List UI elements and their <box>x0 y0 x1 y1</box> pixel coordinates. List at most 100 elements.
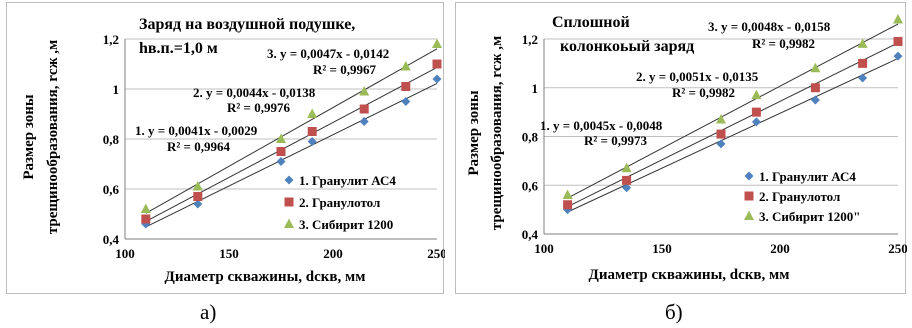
data-point-a-2 <box>432 59 442 69</box>
data-point-b-2 <box>751 107 761 117</box>
y-tick-label-a: 0,6 <box>103 182 120 197</box>
data-point-b-3 <box>810 62 821 73</box>
x-tick-label-b: 150 <box>652 241 672 256</box>
data-point-a-2 <box>307 127 317 136</box>
legend-marker-a-3 <box>284 218 294 228</box>
equation-a-1: 1. y = 0,0041x - 0,0029 <box>135 123 258 138</box>
chart-panel-a: 0,4 0,6 0,8 1 1,2 100 150 200 250 1. y = 0,0041x … <box>6 2 445 294</box>
data-point-a-2 <box>141 214 151 224</box>
chart-title-a: Заряд на воздушной подушке, <box>139 16 355 33</box>
data-point-b-3 <box>562 189 573 199</box>
r2-label-a-2: R² = 0,9976 <box>227 100 290 115</box>
data-point-a-1 <box>359 117 369 126</box>
data-point-b-2 <box>810 83 820 93</box>
data-point-a-2 <box>359 104 369 114</box>
y-tick-label-a: 0,4 <box>103 232 120 247</box>
legend-marker-b-1 <box>744 171 754 181</box>
data-point-b-2 <box>893 36 903 46</box>
x-tick-label-b: 250 <box>888 241 907 256</box>
data-point-b-3 <box>893 14 903 24</box>
chart-subtitle-a: hв.п.=1,0 м <box>139 40 218 57</box>
data-point-a-3 <box>140 203 151 213</box>
data-point-b-2 <box>622 175 632 185</box>
legend-label-b-1: 1. Гранулит АС4 <box>759 169 856 184</box>
data-point-b-3 <box>751 89 762 100</box>
data-point-b-3 <box>857 38 868 48</box>
y-tick-label-b: 0,4 <box>522 227 539 242</box>
x-tick-label-a: 250 <box>427 246 445 261</box>
legend-label-b-2: 2. Гранулотол <box>759 189 840 204</box>
equation-a-3: 3. y = 0,0047x - 0,0142 <box>267 46 389 61</box>
subcaption-a: а) <box>200 300 217 324</box>
data-point-b-3 <box>621 162 632 173</box>
data-point-a-3 <box>276 133 286 143</box>
legend-marker-a-1 <box>284 175 294 185</box>
trendline-b-2 <box>567 23 899 199</box>
data-point-a-1 <box>401 97 411 106</box>
y-axis-label-line2-b: трещинообразования, rсж ,м <box>489 36 505 230</box>
data-point-b-1 <box>716 139 726 149</box>
y-tick-label-a: 1 <box>113 82 120 97</box>
data-point-b-1 <box>810 95 820 105</box>
r2-label-a-1: R² = 0,9964 <box>167 139 230 154</box>
y-axis-label-line2-a: трещинообразования, rсж ,м <box>45 40 61 234</box>
data-point-a-3 <box>432 38 442 48</box>
data-point-a-3 <box>400 61 411 71</box>
legend-marker-b-2 <box>744 191 754 201</box>
legend-marker-a-2 <box>284 197 294 207</box>
data-point-b-1 <box>858 73 868 83</box>
data-point-b-1 <box>751 117 761 127</box>
chart-subtitle-b: колонкоьый заряд <box>560 38 694 55</box>
data-point-b-2 <box>716 129 726 139</box>
x-axis-label-b: Диаметр скважины, dскв, мм <box>589 267 790 283</box>
data-point-b-2 <box>563 200 573 210</box>
x-tick-label-b: 100 <box>534 241 554 256</box>
r2-label-b-1: R² = 0,9973 <box>584 133 647 148</box>
data-point-a-1 <box>432 74 442 84</box>
data-point-a-1 <box>307 137 317 146</box>
data-point-b-3 <box>716 113 726 124</box>
data-point-a-1 <box>276 157 286 166</box>
r2-label-b-2: R² = 0,9982 <box>672 85 735 100</box>
equation-b-2: 2. y = 0,0051x - 0,0135 <box>636 69 759 84</box>
legend-label-a-2: 2. Гранулотол <box>299 195 380 210</box>
legend-label-b-3: 3. Сибирит 1200" <box>759 209 860 224</box>
chart-b-svg: 0,4 0,6 0,8 1 1,2 100 150 200 250 1. y = 0,0045x … <box>466 14 907 283</box>
y-tick-label-a: 1,2 <box>103 32 119 47</box>
chart-a-svg: 0,4 0,6 0,8 1 1,2 100 150 200 250 1. y = 0,0041x … <box>21 16 445 285</box>
legend-label-a-3: 3. Сибирит 1200 <box>299 217 393 232</box>
y-tick-label-b: 1,2 <box>522 32 538 47</box>
r2-label-a-3: R² = 0,9967 <box>313 62 376 77</box>
legend-label-a-1: 1. Гранулит АС4 <box>299 173 396 188</box>
data-point-a-2 <box>193 192 203 201</box>
data-point-a-3 <box>307 108 318 118</box>
x-tick-label-a: 200 <box>323 246 343 261</box>
y-axis-label-line1-a: Размер зоны <box>21 94 37 180</box>
legend-marker-b-3 <box>744 210 754 220</box>
y-tick-label-b: 0,8 <box>522 130 539 145</box>
equation-b-3: 3. y = 0,0048x - 0,0158 <box>708 19 831 34</box>
trendline-b-1 <box>567 57 899 213</box>
equation-a-2: 2. y = 0,0044x - 0,0138 <box>193 85 316 100</box>
x-tick-label-a: 150 <box>219 246 239 261</box>
data-point-a-3 <box>192 181 203 191</box>
r2-label-b-3: R² = 0,9982 <box>752 36 815 51</box>
x-axis-label-a: Диаметр скважины, dскв, мм <box>165 269 366 285</box>
y-tick-label-b: 0,6 <box>522 178 539 193</box>
trendline-a-3 <box>145 48 438 214</box>
data-point-a-3 <box>359 86 370 96</box>
chart-title-b: Сплошной <box>552 14 630 31</box>
equation-b-1: 1. y = 0,0045x - 0,0048 <box>540 118 663 133</box>
data-point-b-2 <box>858 58 868 68</box>
data-point-a-2 <box>276 147 286 156</box>
data-point-b-1 <box>622 183 632 193</box>
y-tick-label-b: 1 <box>532 81 539 96</box>
subcaption-b: б) <box>665 300 683 324</box>
data-point-a-1 <box>193 199 203 209</box>
y-axis-label-line1-b: Размер зоны <box>466 90 482 176</box>
chart-panel-b: 0,4 0,6 0,8 1 1,2 100 150 200 250 1. y = 0,0045x … <box>455 2 907 294</box>
x-tick-label-b: 200 <box>770 241 790 256</box>
data-point-b-1 <box>893 51 903 61</box>
data-point-a-2 <box>401 82 411 91</box>
y-tick-label-a: 0,8 <box>103 132 120 147</box>
